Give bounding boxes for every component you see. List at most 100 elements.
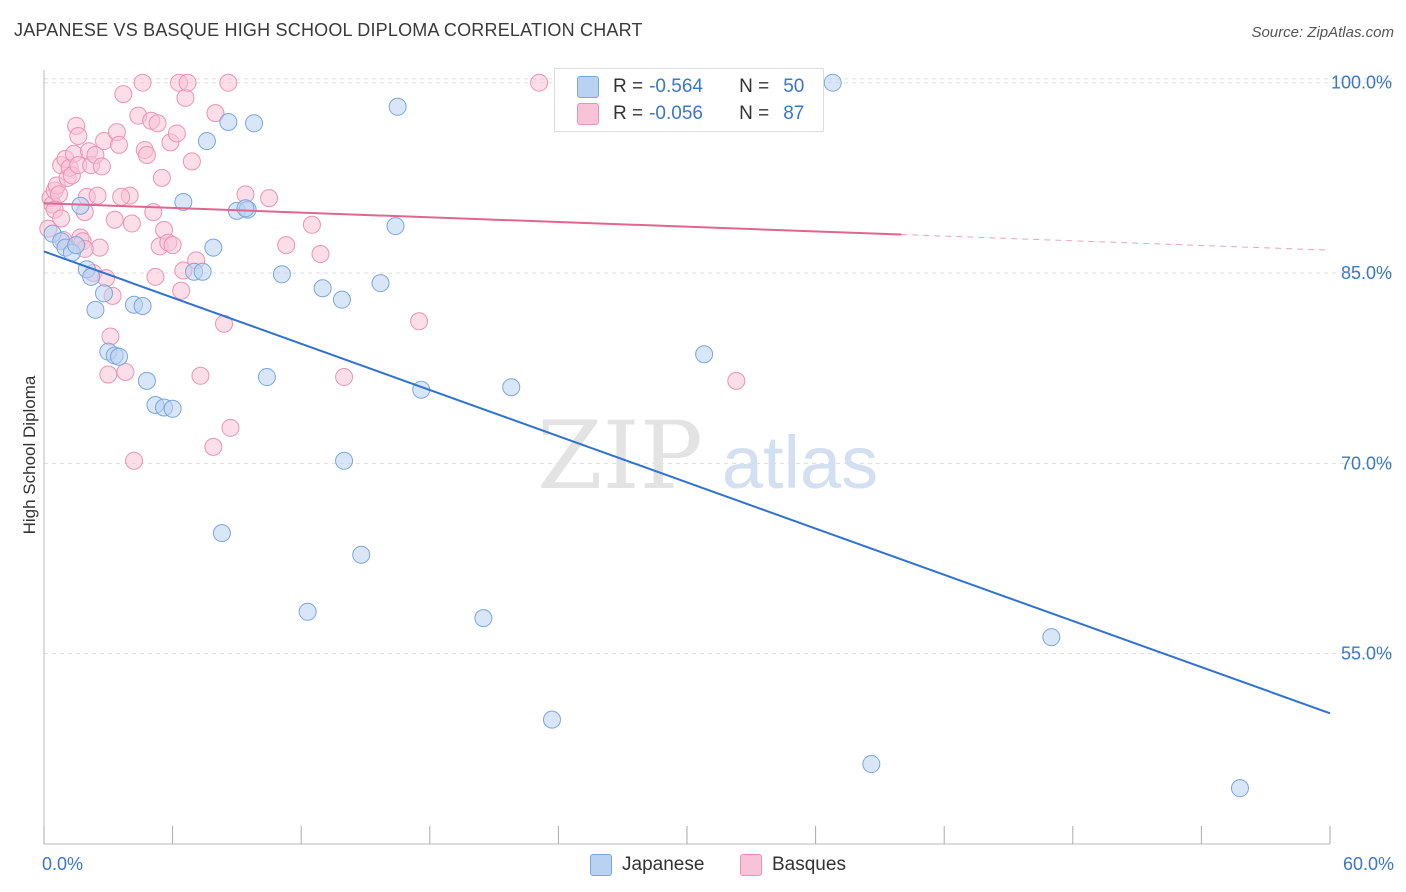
basques-point — [176, 88, 195, 107]
basques-point — [178, 73, 197, 92]
basques-point — [101, 327, 120, 346]
japanese-point — [272, 265, 291, 284]
basques-point — [112, 187, 131, 206]
japanese-point — [862, 755, 881, 774]
basques-point — [335, 368, 354, 387]
basques-point — [204, 437, 223, 456]
japanese-points — [43, 73, 1249, 798]
basques-point — [146, 267, 165, 286]
japanese-point — [245, 114, 264, 133]
japanese-point — [388, 97, 407, 116]
basques-swatch — [577, 103, 599, 125]
basques-point — [50, 185, 69, 204]
y-tick-label: 55.0% — [1341, 644, 1392, 664]
tick-labels: 55.0% 70.0% 85.0% 100.0% 0.0% 60.0% — [42, 73, 1394, 874]
japanese-point — [219, 113, 238, 132]
japanese-point — [823, 73, 842, 92]
japanese-point — [163, 399, 182, 418]
watermark-zip: ZIP — [537, 402, 703, 511]
japanese-point — [197, 132, 216, 151]
japanese-swatch — [577, 76, 599, 98]
basques-point — [163, 236, 182, 255]
basques-trendline — [43, 202, 902, 236]
basques-point — [125, 451, 144, 470]
japanese-point — [86, 300, 105, 319]
japanese-point — [335, 451, 354, 470]
japanese-point — [174, 192, 193, 211]
japanese-point — [95, 284, 114, 303]
basques-point — [191, 366, 210, 385]
japanese-point — [236, 199, 255, 218]
legend-row-japanese: R = -0.564 N = 50 — [577, 75, 804, 99]
basques-point — [105, 210, 124, 229]
gridlines — [44, 78, 1394, 655]
basques-point — [277, 236, 296, 255]
japanese-point — [212, 524, 231, 543]
basques-point — [99, 365, 118, 384]
japanese-point — [332, 290, 351, 309]
basques-point — [69, 126, 88, 145]
y-tick-label: 70.0% — [1341, 453, 1392, 473]
legend-n-label: N = — [739, 103, 770, 124]
legend-n-value: 50 — [783, 76, 805, 97]
japanese-point — [110, 347, 129, 366]
basques-point — [260, 189, 279, 208]
japanese-point — [1230, 779, 1249, 798]
basques-point — [311, 244, 330, 263]
chart-title: JAPANESE VS BASQUE HIGH SCHOOL DIPLOMA C… — [14, 20, 643, 40]
japanese-point — [1042, 628, 1061, 647]
japanese-point — [204, 238, 223, 257]
legend-r-value: -0.564 — [649, 76, 703, 97]
basques-point — [167, 124, 186, 143]
basques-points — [39, 73, 769, 470]
y-tick-label: 100.0% — [1331, 73, 1392, 93]
bottom-legend-japanese: Japanese — [590, 853, 704, 877]
basques-point — [52, 209, 71, 228]
basques-point — [172, 281, 191, 300]
basques-point — [92, 157, 111, 176]
japanese-point — [371, 274, 390, 293]
basques-point — [133, 73, 152, 92]
legend-r-label: R = — [613, 76, 644, 97]
watermark: ZIP atlas — [537, 402, 878, 511]
basques-trendline-extension — [901, 234, 1331, 251]
basques-point — [90, 238, 109, 257]
legend-r-label: R = — [613, 103, 644, 124]
japanese-point — [298, 602, 317, 621]
y-tick-label: 85.0% — [1341, 263, 1392, 283]
basques-legend-label: Basques — [772, 854, 846, 875]
japanese-trendline — [43, 250, 1331, 715]
basques-point — [116, 362, 135, 381]
legend-row-basques: R = -0.056 N = 87 — [577, 102, 804, 126]
japanese-point — [193, 262, 212, 281]
japanese-point — [695, 345, 714, 364]
legend-n-value: 87 — [783, 103, 805, 124]
japanese-point — [313, 279, 332, 298]
trendlines — [43, 202, 1331, 715]
bottom-legend-basques: Basques — [740, 853, 846, 877]
basques-point — [122, 214, 141, 233]
basques-point — [727, 371, 746, 390]
basques-legend-swatch — [740, 854, 762, 876]
x-tick-label: 0.0% — [42, 854, 83, 874]
x-tick-label: 60.0% — [1343, 854, 1394, 874]
japanese-point — [502, 378, 521, 397]
basques-point — [410, 312, 429, 331]
japanese-legend-label: Japanese — [622, 854, 705, 875]
basques-point — [88, 186, 107, 205]
basques-point — [114, 85, 133, 104]
stats-legend: R = -0.564 N = 50 R = -0.056 N = 87 — [554, 68, 824, 132]
japanese-point — [133, 297, 152, 316]
watermark-atlas: atlas — [722, 421, 878, 504]
japanese-point — [257, 368, 276, 387]
japanese-point — [474, 609, 493, 628]
japanese-point — [67, 236, 86, 255]
basques-point — [219, 73, 238, 92]
basques-point — [148, 114, 167, 133]
basques-point — [152, 168, 171, 187]
japanese-legend-swatch — [590, 854, 612, 876]
japanese-point — [137, 371, 156, 390]
basques-point — [206, 104, 225, 123]
source-label: Source: ZipAtlas.com — [1251, 24, 1394, 41]
